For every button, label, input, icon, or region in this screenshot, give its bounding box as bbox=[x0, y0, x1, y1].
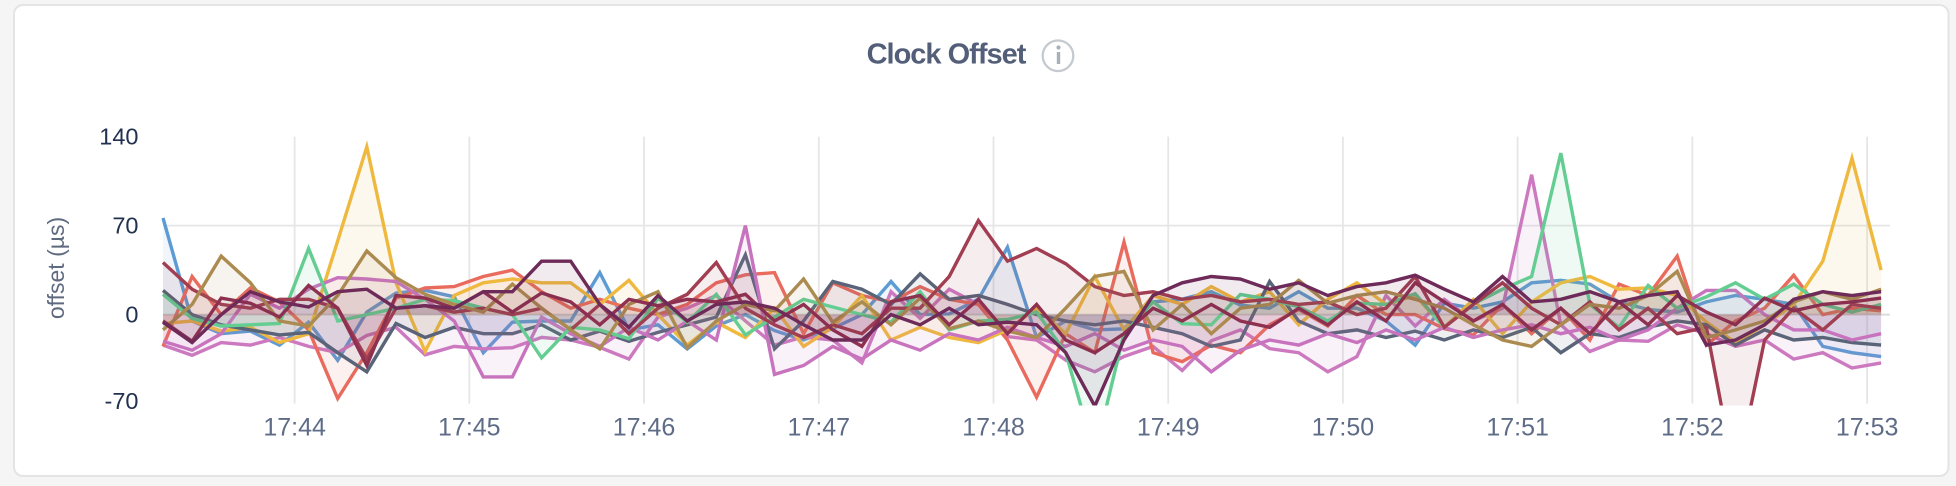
svg-text:17:50: 17:50 bbox=[1312, 414, 1375, 442]
svg-text:17:53: 17:53 bbox=[1836, 414, 1899, 442]
svg-text:0: 0 bbox=[125, 302, 138, 328]
svg-text:17:46: 17:46 bbox=[613, 414, 676, 442]
svg-text:17:45: 17:45 bbox=[438, 414, 501, 442]
svg-text:-70: -70 bbox=[105, 388, 139, 414]
svg-text:140: 140 bbox=[99, 124, 138, 150]
svg-text:17:44: 17:44 bbox=[263, 414, 326, 442]
svg-text:Clock Offset: Clock Offset bbox=[867, 39, 1027, 71]
svg-text:17:47: 17:47 bbox=[788, 414, 851, 442]
svg-text:17:52: 17:52 bbox=[1661, 414, 1724, 442]
svg-text:70: 70 bbox=[112, 213, 138, 239]
svg-text:offset (µs): offset (µs) bbox=[43, 217, 69, 319]
svg-text:17:49: 17:49 bbox=[1137, 414, 1200, 442]
svg-text:17:51: 17:51 bbox=[1486, 414, 1549, 442]
svg-text:17:48: 17:48 bbox=[962, 414, 1025, 442]
